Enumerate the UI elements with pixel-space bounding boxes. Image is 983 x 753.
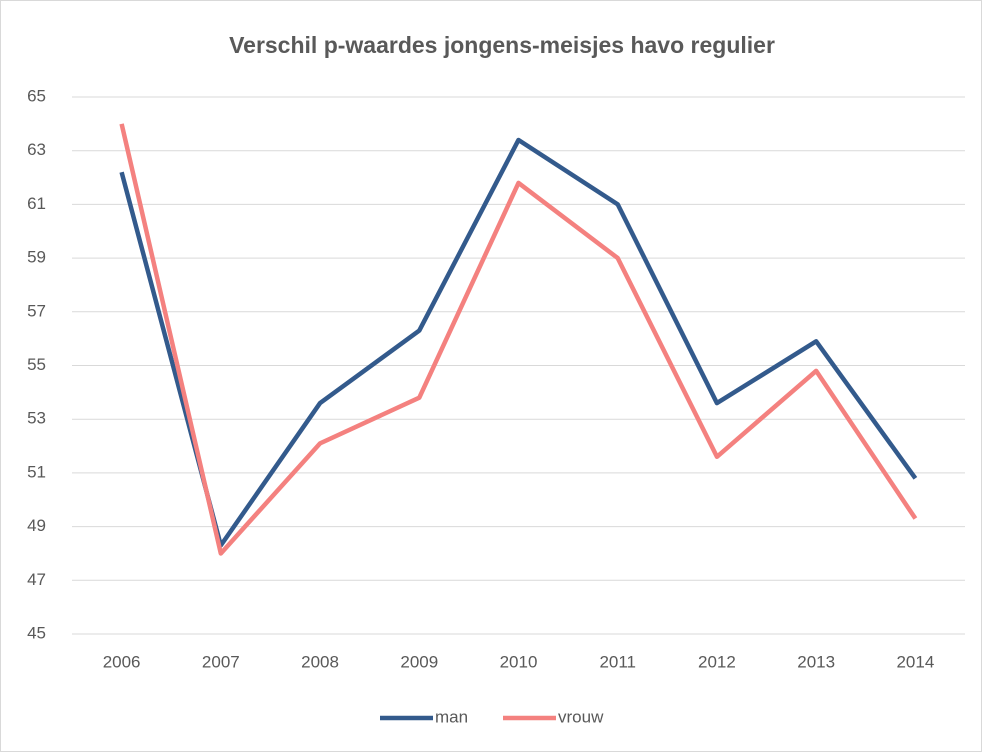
x-tick-label: 2006: [103, 652, 141, 671]
data-line: [119, 123, 918, 556]
legend-label: vrouw: [558, 707, 604, 726]
y-tick-label: 65: [27, 86, 46, 105]
y-tick-label: 61: [27, 194, 46, 213]
legend-label: man: [435, 707, 468, 726]
y-tick-label: 53: [27, 409, 46, 428]
y-tick-label: 59: [27, 248, 46, 267]
y-tick-label: 45: [27, 623, 46, 642]
y-tick-label: 47: [27, 570, 46, 589]
x-tick-label: 2009: [400, 652, 438, 671]
x-tick-label: 2012: [698, 652, 736, 671]
x-tick-label: 2011: [599, 652, 636, 671]
x-tick-label: 2007: [202, 652, 240, 671]
x-tick-label: 2013: [797, 652, 835, 671]
y-tick-label: 57: [27, 301, 46, 320]
data-line: [119, 137, 918, 548]
y-tick-label: 63: [27, 140, 46, 159]
y-tick-label: 49: [27, 516, 46, 535]
chart-title: Verschil p-waardes jongens-meisjes havo …: [229, 32, 775, 58]
x-tick-label: 2010: [500, 652, 538, 671]
x-tick-label: 2008: [301, 652, 339, 671]
y-tick-label: 55: [27, 355, 46, 374]
x-tick-label: 2014: [896, 652, 934, 671]
y-tick-label: 51: [27, 462, 46, 481]
